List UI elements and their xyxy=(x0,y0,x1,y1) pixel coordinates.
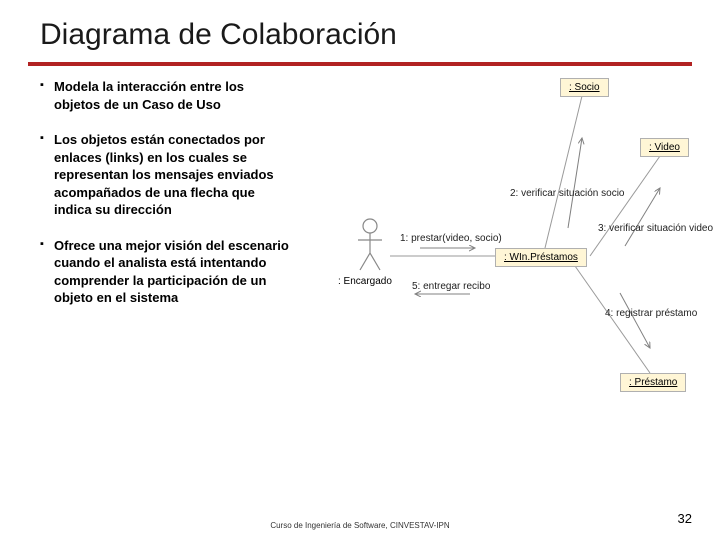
footer-text: Curso de Ingeniería de Software, CINVEST… xyxy=(0,521,720,530)
object-socio: : Socio xyxy=(560,78,609,97)
actor-label: : Encargado xyxy=(338,276,392,287)
bullet-item: Los objetos están conectados por enlaces… xyxy=(40,131,290,219)
object-prestamo: : Préstamo xyxy=(620,373,686,392)
slide-title: Diagrama de Colaboración xyxy=(0,0,720,58)
message-5: 5: entregar recibo xyxy=(412,281,490,292)
page-number: 32 xyxy=(678,511,692,526)
message-4: 4: registrar préstamo xyxy=(605,308,697,319)
object-video: : Video xyxy=(640,138,689,157)
collaboration-diagram: : Encargado : Socio : Video : WIn.Présta… xyxy=(300,78,700,448)
message-1: 1: prestar(video, socio) xyxy=(400,233,502,244)
content-area: Modela la interacción entre los objetos … xyxy=(0,66,720,448)
message-3: 3: verificar situación video xyxy=(598,223,713,234)
message-2: 2: verificar situación socio xyxy=(510,188,625,199)
actor-icon xyxy=(355,218,385,273)
object-win-prestamos: : WIn.Préstamos xyxy=(495,248,587,267)
bullet-list: Modela la interacción entre los objetos … xyxy=(40,78,300,448)
bullet-item: Modela la interacción entre los objetos … xyxy=(40,78,290,113)
bullet-item: Ofrece una mejor visión del escenario cu… xyxy=(40,237,290,307)
